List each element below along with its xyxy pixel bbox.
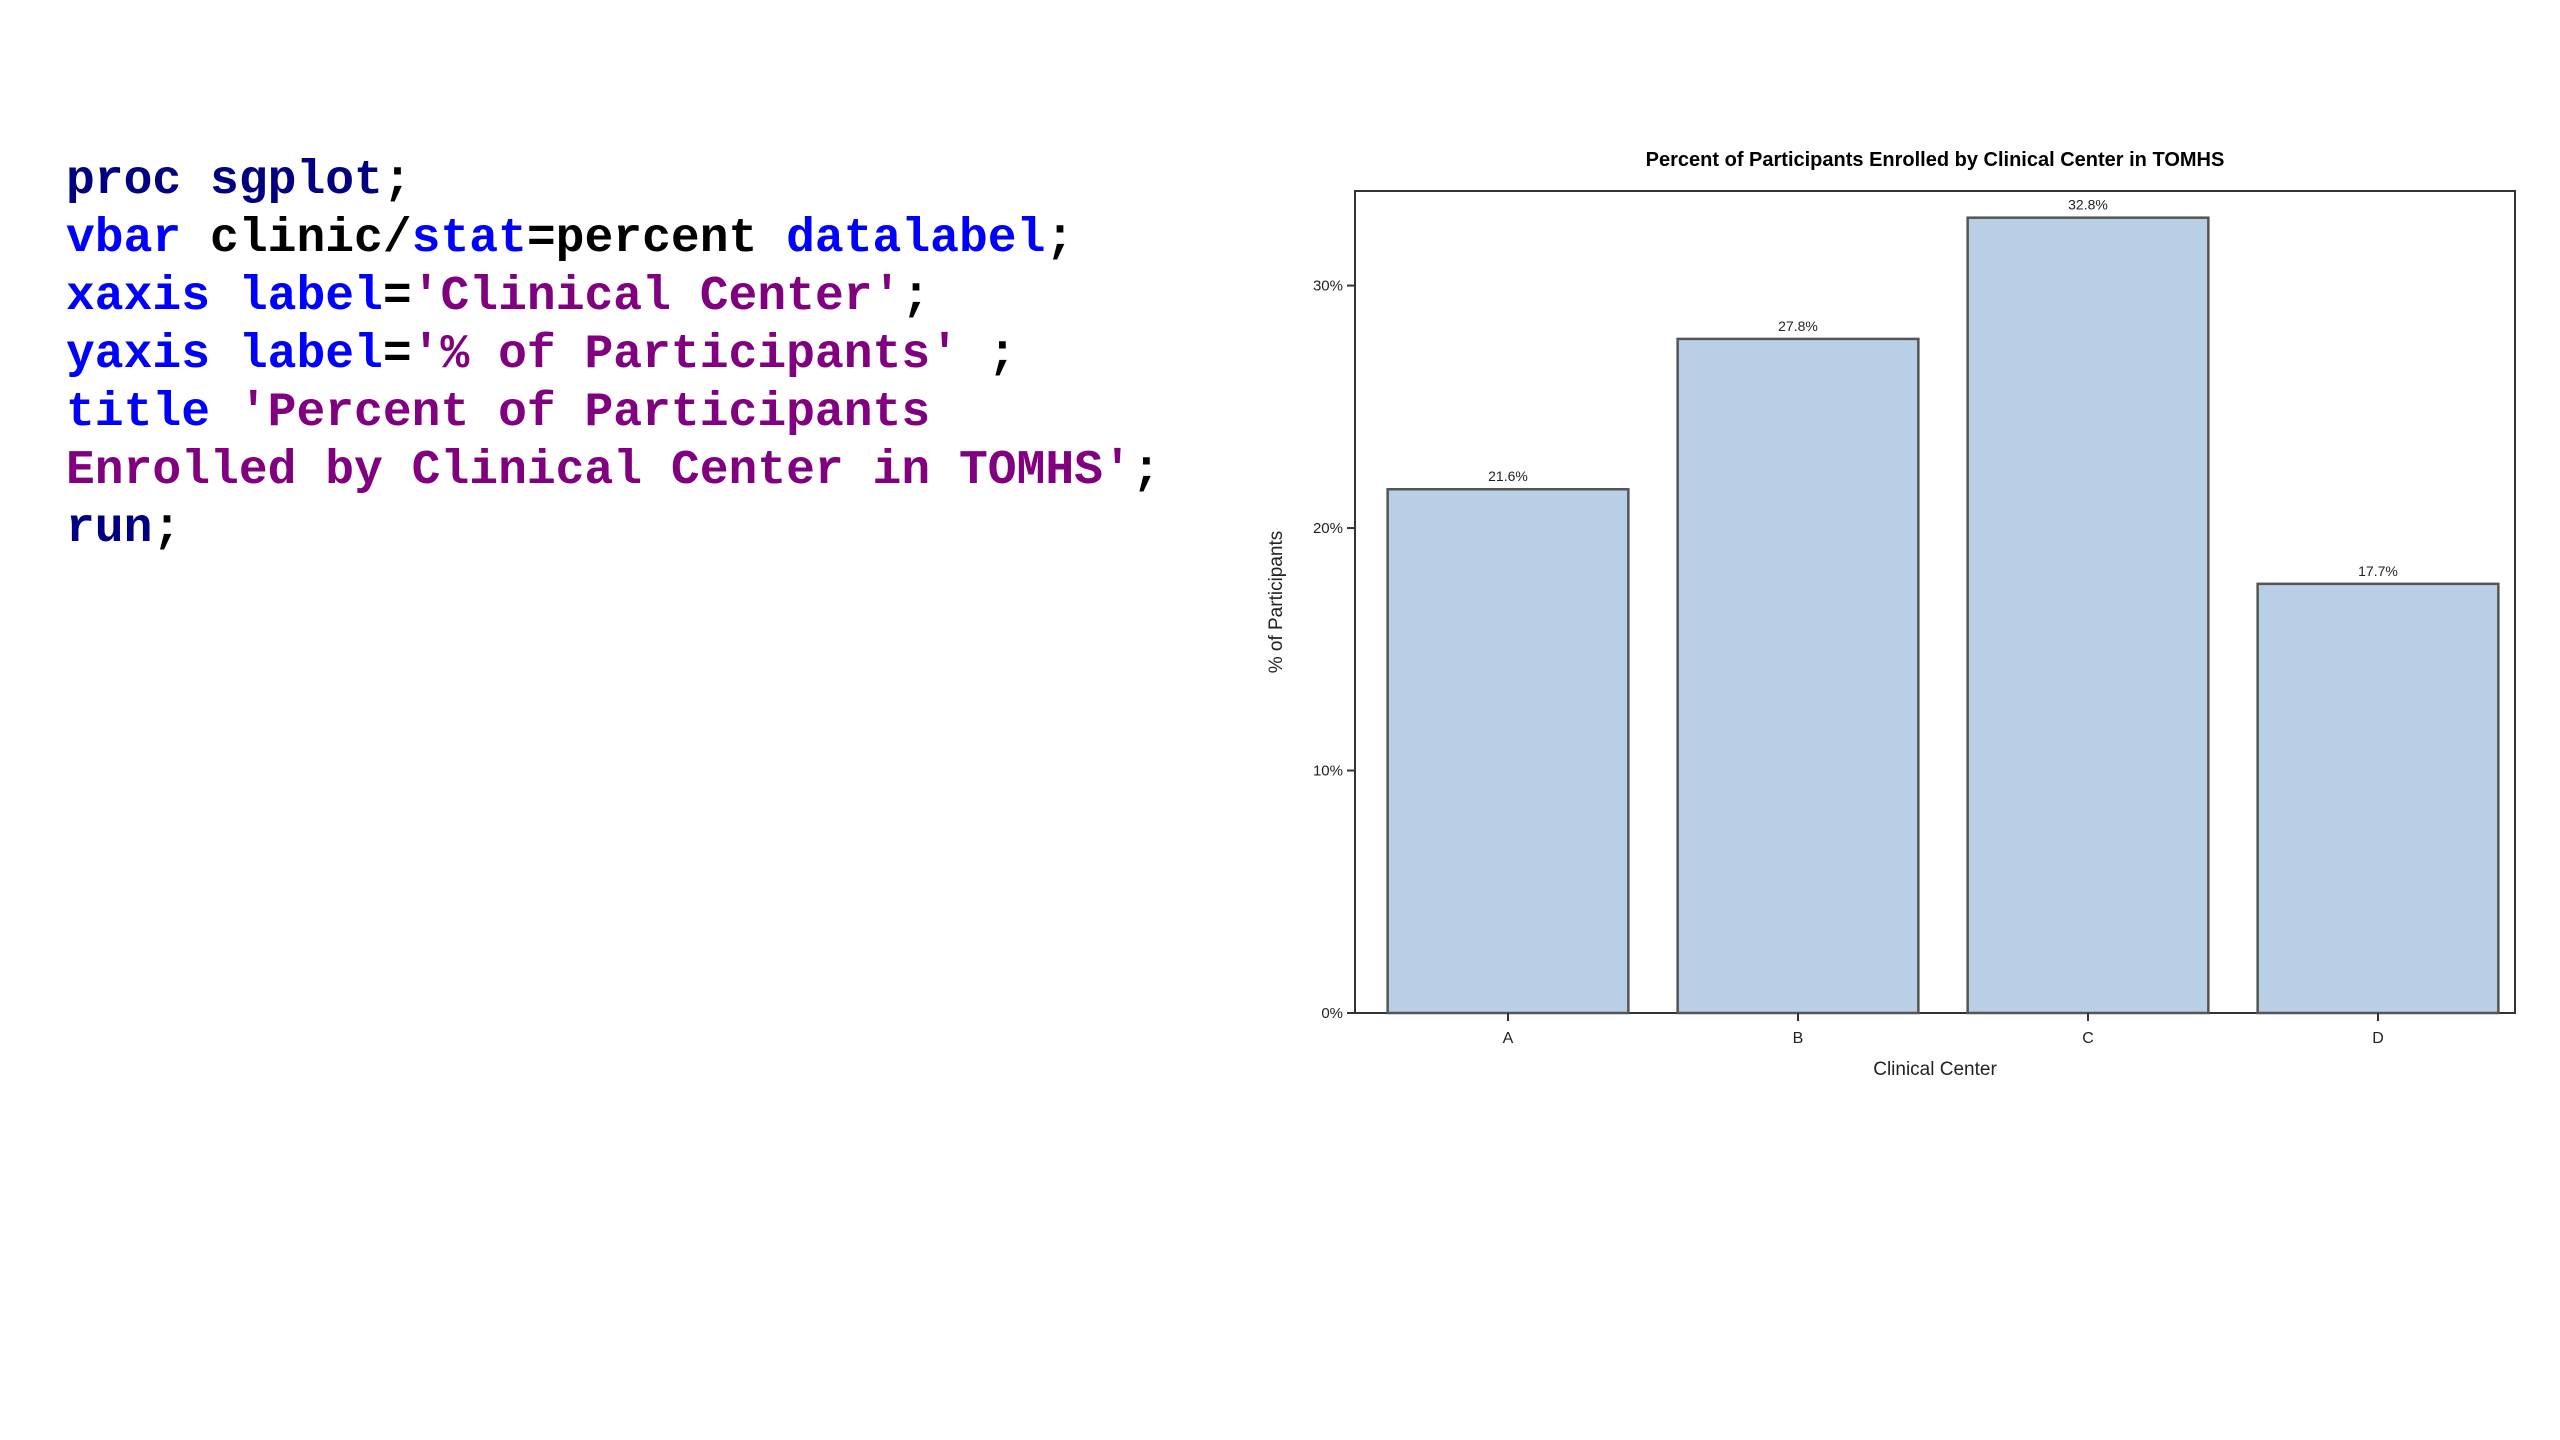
code-token: ;	[1045, 212, 1074, 266]
code-token: 'Clinical Center'	[412, 270, 902, 324]
code-block: proc sgplot; vbar clinic/stat=percent da…	[66, 154, 1161, 556]
code-token: '% of Participants'	[412, 328, 959, 382]
code-line: proc sgplot;	[66, 154, 412, 208]
code-token: =percent	[527, 212, 786, 266]
y-tick-label: 30%	[1313, 278, 1343, 295]
data-label: 17.7%	[2358, 563, 2398, 579]
chart-title: Percent of Participants Enrolled by Clin…	[1646, 149, 2225, 171]
code-token: ;	[901, 270, 930, 324]
y-tick-label: 10%	[1313, 763, 1343, 780]
code-token: xaxis label	[66, 270, 383, 324]
code-token: ;	[383, 154, 412, 208]
code-token: proc sgplot	[66, 154, 383, 208]
x-tick-label: A	[1503, 1030, 1514, 1047]
code-token: datalabel	[786, 212, 1045, 266]
code-token: clinic/	[181, 212, 411, 266]
x-axis-label: Clinical Center	[1873, 1059, 1997, 1080]
data-label: 27.8%	[1778, 318, 1818, 334]
data-label: 32.8%	[2068, 197, 2108, 213]
code-token: ;	[959, 328, 1017, 382]
code-token: Enrolled by Clinical Center in TOMHS'	[66, 444, 1132, 498]
x-tick-label: B	[1793, 1030, 1804, 1047]
code-token: title	[66, 386, 239, 440]
code-line: Enrolled by Clinical Center in TOMHS';	[66, 444, 1161, 498]
code-line: xaxis label='Clinical Center';	[66, 270, 930, 324]
x-tick-label: D	[2372, 1030, 2384, 1047]
code-token: yaxis label	[66, 328, 383, 382]
y-axis-label: % of Participants	[1266, 531, 1287, 674]
code-token: 'Percent of Participants	[239, 386, 930, 440]
plot-frame	[1354, 190, 2516, 1014]
code-token: run	[66, 502, 152, 556]
code-line: title 'Percent of Participants	[66, 386, 930, 440]
y-tick-label: 0%	[1321, 1005, 1343, 1022]
bar	[1966, 216, 2210, 1015]
y-tick-label: 20%	[1313, 520, 1343, 537]
code-token: stat	[412, 212, 527, 266]
code-token: ;	[152, 502, 181, 556]
x-tick-label: C	[2082, 1030, 2094, 1047]
code-token: ;	[1132, 444, 1161, 498]
code-line: run;	[66, 502, 181, 556]
bar	[1386, 487, 1630, 1015]
data-label: 21.6%	[1488, 468, 1528, 484]
code-line: vbar clinic/stat=percent datalabel;	[66, 212, 1074, 266]
bar	[2256, 582, 2500, 1015]
bar	[1676, 337, 1920, 1015]
code-token: vbar	[66, 212, 181, 266]
code-token: =	[383, 270, 412, 324]
chart: Percent of Participants Enrolled by Clin…	[1266, 149, 2516, 1080]
code-token: =	[383, 328, 412, 382]
code-line: yaxis label='% of Participants' ;	[66, 328, 1017, 382]
